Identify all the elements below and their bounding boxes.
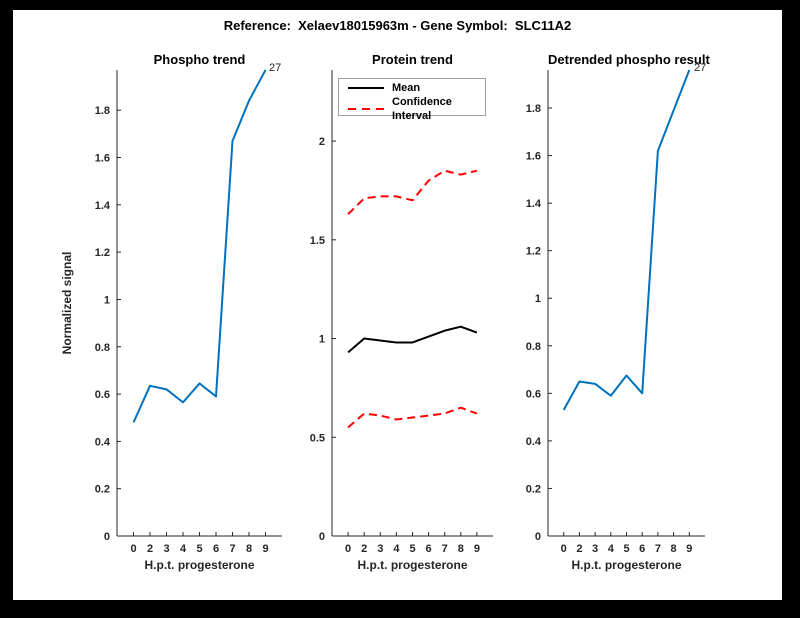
y-tick-label: 0.4 [526,436,542,448]
x-tick-label: 0 [561,543,567,555]
y-tick-label: 1.2 [526,246,541,258]
y-tick-label: 0 [535,531,541,543]
x-tick-label: 0 [130,543,136,555]
x-tick-label: 9 [686,543,692,555]
x-tick-label: 8 [671,543,677,555]
legend-label-confidence-interval: Confidence Interval [392,96,452,122]
y-tick-label: 0 [319,531,325,543]
y-tick-label: 0.8 [95,342,110,354]
y-tick-label: 1.5 [310,235,325,247]
plot1-y-axis-label: Normalized signal [60,251,74,355]
y-tick-label: 1.2 [95,247,110,259]
x-tick-label: 5 [623,543,629,555]
y-tick-label: 1.6 [95,153,110,165]
x-tick-label: 7 [655,543,661,555]
x-tick-label: 5 [196,543,202,555]
x-tick-label: 2 [361,543,367,555]
y-tick-label: 0.5 [310,432,325,444]
x-tick-label: 6 [639,543,645,555]
y-tick-label: 1.8 [95,105,110,117]
x-tick-label: 2 [576,543,582,555]
x-tick-label: 9 [474,543,480,555]
x-tick-label: 7 [229,543,235,555]
x-tick-label: 2 [147,543,153,555]
x-tick-label: 3 [592,543,598,555]
plot3-x-axis-label: H.p.t. progesterone [571,558,682,572]
y-tick-label: 1.4 [526,198,542,210]
y-tick-label: 1.4 [95,200,111,212]
series-line-confidence-interval [347,406,478,429]
y-tick-label: 0 [104,531,110,543]
plot2-title: Protein trend [372,52,453,67]
x-tick-label: 9 [262,543,268,555]
legend-item-confidence-interval: Confidence Interval [339,95,485,123]
y-tick-label: 0.6 [526,388,541,400]
series-line-detrended-phospho-signal [562,69,691,411]
legend: Mean Confidence Interval [338,78,486,122]
y-tick-label: 1 [319,334,325,346]
y-tick-label: 0.6 [95,389,110,401]
x-tick-label: 4 [393,543,400,555]
x-tick-label: 8 [458,543,464,555]
x-tick-label: 6 [426,543,432,555]
series-line-mean [347,325,478,354]
y-tick-label: 1.6 [526,151,541,163]
series-line-confidence-interval [347,169,478,215]
legend-label-mean: Mean [392,82,421,94]
y-tick-label: 2 [319,136,325,148]
legend-item-mean: Mean [339,81,485,95]
plot3-endpoint-value-label: 27 [694,62,707,74]
confidence-interval-line-swatch-icon [348,108,384,110]
y-tick-label: 0.8 [526,341,541,353]
x-tick-label: 0 [345,543,351,555]
x-tick-label: 7 [442,543,448,555]
y-tick-label: 1 [535,293,541,305]
x-tick-label: 4 [180,543,187,555]
y-tick-label: 1 [104,294,110,306]
plot3-title: Detrended phospho result [548,52,710,67]
x-tick-label: 3 [163,543,169,555]
x-tick-label: 5 [409,543,415,555]
y-tick-label: 0.2 [95,484,110,496]
plot1-x-axis-label: H.p.t. progesterone [144,558,255,572]
figure-canvas: Reference: Xelaev18015963m - Gene Symbol… [13,10,782,600]
x-tick-label: 3 [377,543,383,555]
plot1-endpoint-value-label: 27 [269,62,282,74]
y-tick-label: 0.2 [526,483,541,495]
plot2-x-axis-label: H.p.t. progesterone [357,558,468,572]
chart-plot-area: 00.20.40.60.811.21.41.61.80 2 3 4 5 6 7 8 900.51… [95,69,705,555]
series-line-phospho-signal [132,69,267,423]
plot1-title: Phospho trend [153,52,246,67]
x-tick-label: 8 [246,543,252,555]
figure-title: Reference: Xelaev18015963m - Gene Symbol… [223,18,572,33]
y-tick-label: 1.8 [526,103,541,115]
y-tick-label: 0.4 [95,436,111,448]
x-tick-label: 6 [213,543,219,555]
mean-line-swatch-icon [348,87,384,89]
x-tick-label: 4 [608,543,615,555]
